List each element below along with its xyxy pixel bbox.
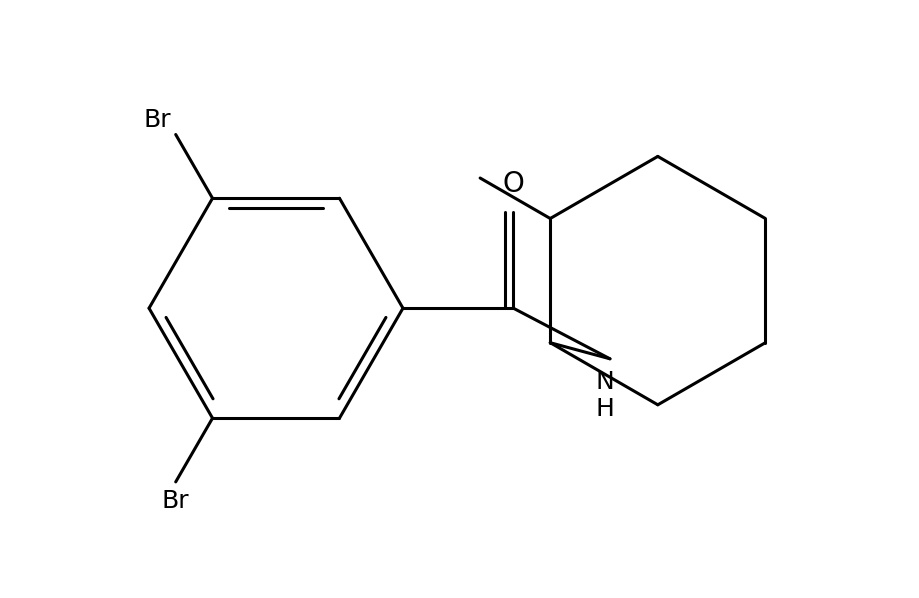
Text: O: O (502, 170, 524, 198)
Text: Br: Br (162, 489, 189, 513)
Text: N: N (596, 370, 614, 394)
Text: Br: Br (143, 108, 171, 132)
Text: H: H (596, 398, 614, 422)
